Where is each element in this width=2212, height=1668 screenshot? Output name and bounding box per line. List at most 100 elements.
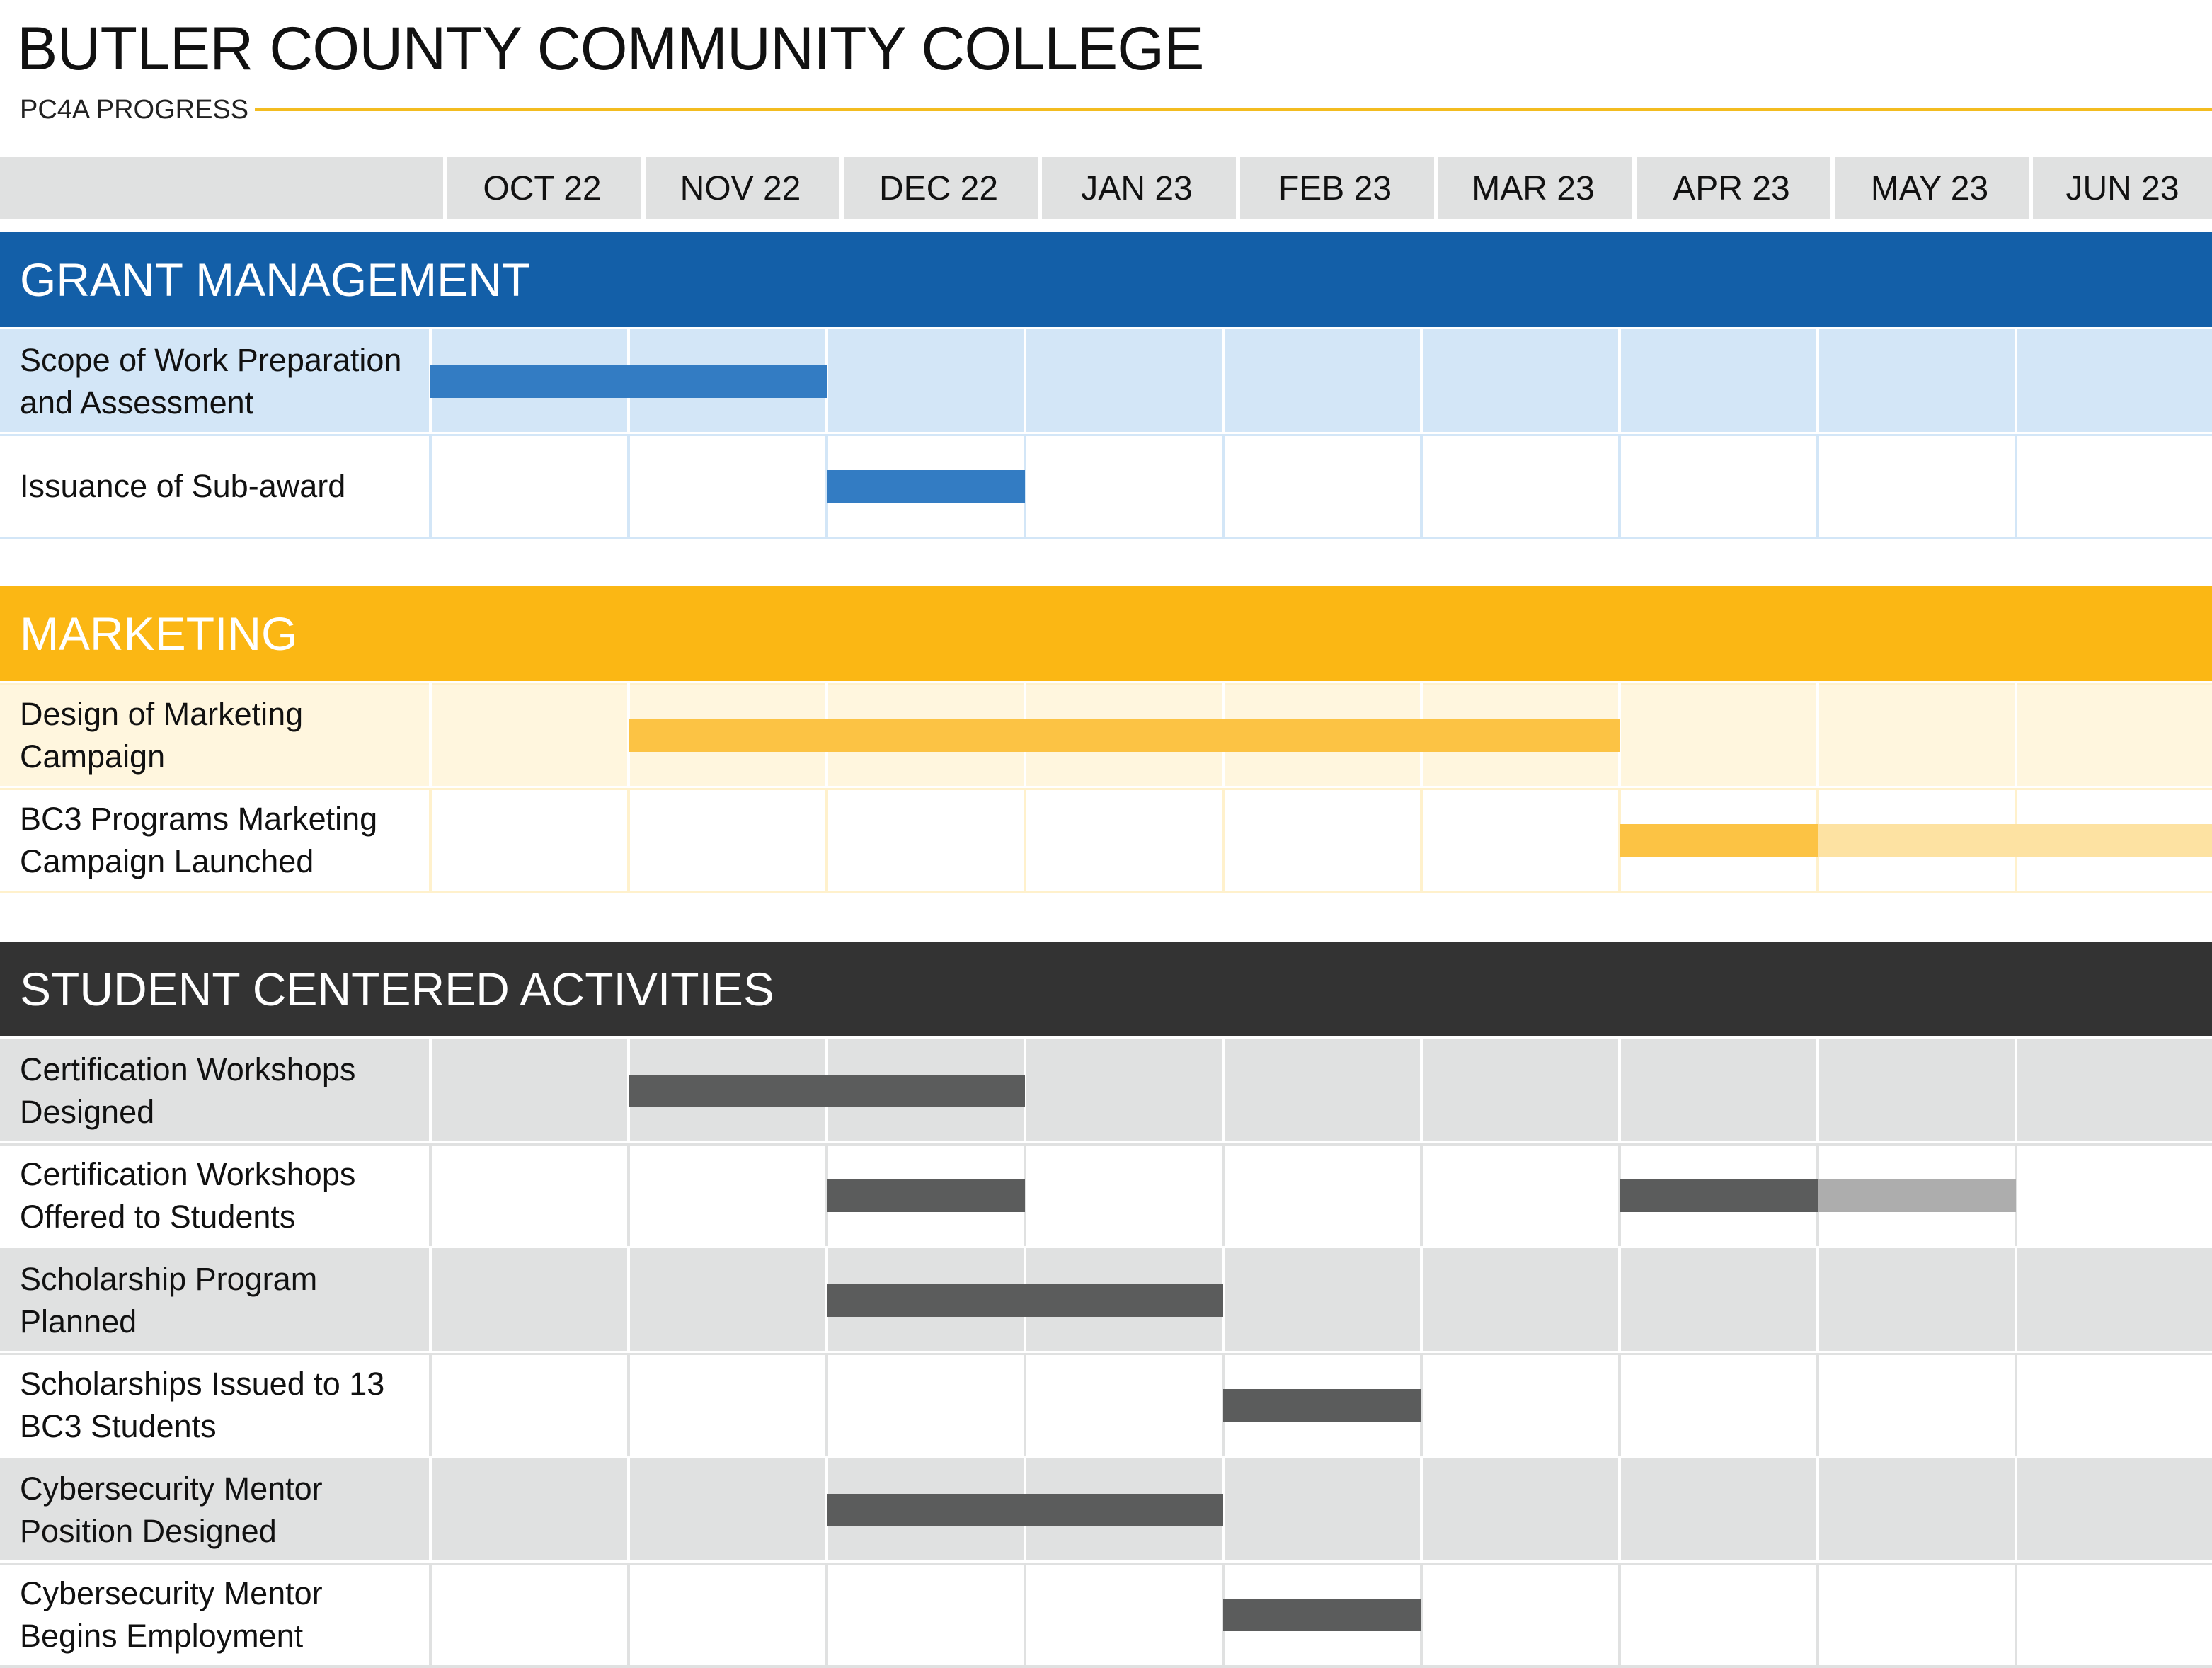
grid-line [2015,329,2017,432]
task-bar-complete [629,1075,1025,1107]
grid-line [1420,1458,1423,1560]
task-bar-complete [827,1494,1223,1526]
grid-line [1420,1563,1423,1665]
month-header-jun-23: JUN 23 [2029,157,2212,219]
grid-line [1618,683,1621,786]
grid-line [825,1563,828,1665]
grid-line [1816,1039,1819,1141]
grid-line [1222,1039,1225,1141]
grid-line [1618,1563,1621,1665]
grid-line [429,1458,432,1560]
grid-line [1420,1353,1423,1456]
task-row [0,434,2212,537]
grid-line [627,1143,630,1246]
grid-line [1024,434,1026,537]
grid-line [825,329,828,432]
grid-line [1222,1458,1225,1560]
task-label-text: Certification Workshops Offered to Studen… [20,1156,356,1235]
grid-line [1024,329,1026,432]
month-header-mar-23: MAR 23 [1434,157,1628,219]
task-label: Certification Workshops Designed [20,1041,423,1141]
grid-line [1816,1563,1819,1665]
grid-line [1222,329,1225,432]
grid-line [1024,788,1026,891]
grid-line [1420,1143,1423,1246]
grid-line [627,1458,630,1560]
task-label: BC3 Programs Marketing Campaign Launched [20,790,423,891]
grid-line [1816,683,1819,786]
grid-line [1222,434,1225,537]
task-label-text: Certification Workshops Designed [20,1051,356,1130]
grid-line [1222,1143,1225,1246]
task-bar-complete [629,719,1620,752]
section-header-marketing: MARKETING [0,586,2212,681]
task-bar-complete [827,1284,1223,1317]
grid-line [429,1143,432,1246]
section-bottom-rule [0,891,2212,893]
task-bar-complete [1620,824,1818,857]
task-label: Cybersecurity Mentor Position Designed [20,1460,423,1560]
grid-line [1420,1039,1423,1141]
grid-line [1420,434,1423,537]
task-row [0,1353,2212,1456]
grid-line [1420,329,1423,432]
task-label: Cybersecurity Mentor Begins Employment [20,1565,423,1665]
task-label-text: Scope of Work Preparation and Assessment [20,342,402,421]
grid-line [1024,1353,1026,1456]
grid-line [2015,1039,2017,1141]
grid-line [1222,788,1225,891]
grid-line [1816,1248,1819,1351]
grid-line [429,434,432,537]
grid-line [2015,1143,2017,1246]
section-header-grant-management: GRANT MANAGEMENT [0,232,2212,327]
grid-line [825,1353,828,1456]
grid-line [1618,1353,1621,1456]
task-label: Scope of Work Preparation and Assessment [20,331,423,432]
task-row [0,1143,2212,1246]
task-bar-planned [1818,824,2212,857]
grid-line [1816,1353,1819,1456]
month-header-feb-23: FEB 23 [1236,157,1430,219]
grid-line [1816,329,1819,432]
task-bar-complete [1620,1179,1818,1212]
month-header-nov-22: NOV 22 [641,157,835,219]
subtitle-rule [255,108,2212,111]
grid-line [2015,1353,2017,1456]
grid-line [1024,1143,1026,1246]
grid-line [429,1248,432,1351]
page-subtitle: PC4A PROGRESS [20,95,249,125]
month-header-dec-22: DEC 22 [839,157,1033,219]
task-label: Scholarships Issued to 13 BC3 Students [20,1355,423,1456]
month-header-apr-23: APR 23 [1632,157,1826,219]
grid-line [1816,1458,1819,1560]
grid-line [2015,1248,2017,1351]
grid-line [627,1353,630,1456]
section-bottom-rule [0,537,2212,539]
task-bar-complete [827,470,1025,503]
task-row [0,1563,2212,1665]
task-label: Certification Workshops Offered to Studen… [20,1146,423,1246]
grid-line [825,788,828,891]
grid-line [429,1563,432,1665]
task-bar-planned [1818,1179,2016,1212]
grid-line [429,683,432,786]
task-label: Issuance of Sub-award [20,436,423,537]
task-label-text: Issuance of Sub-award [20,468,346,504]
month-header-may-23: MAY 23 [1830,157,2024,219]
grid-line [627,1563,630,1665]
grid-line [2015,1458,2017,1560]
grid-line [1816,434,1819,537]
grid-line [1618,1039,1621,1141]
task-label: Design of Marketing Campaign [20,685,423,786]
task-label-text: Scholarship Program Planned [20,1261,318,1339]
grid-line [2015,1563,2017,1665]
grid-line [1024,1563,1026,1665]
task-bar-complete [827,1179,1025,1212]
task-bar-complete [430,365,827,398]
section-header-student-centered-activities: STUDENT CENTERED ACTIVITIES [0,942,2212,1036]
grid-line [429,788,432,891]
grid-line [1618,329,1621,432]
task-label-text: Cybersecurity Mentor Position Designed [20,1470,323,1549]
task-bar-complete [1223,1599,1421,1631]
